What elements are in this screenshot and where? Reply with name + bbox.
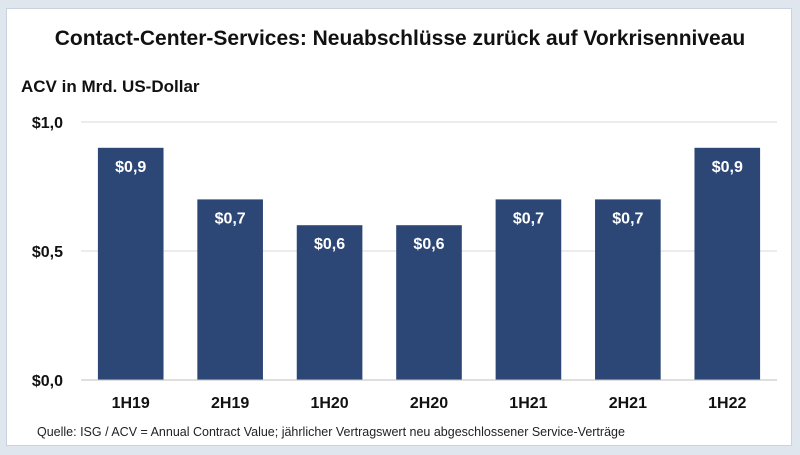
bar — [296, 225, 363, 380]
x-tick-label: 1H19 — [112, 395, 150, 412]
bar — [197, 199, 263, 380]
data-label: $0,9 — [115, 159, 146, 176]
bar-chart: $0,0 $0,5 $1,0 $0,9 1H19 $0,7 2H19 $0,6 1H20 $0,6… — [32, 115, 777, 412]
x-tick-label: 2H20 — [410, 395, 448, 412]
y-axis-label: ACV in Mrd. US-Dollar — [21, 77, 200, 96]
source-note: Quelle: ISG / ACV = Annual Contract Valu… — [37, 425, 625, 439]
y-tick-label: $0,0 — [32, 373, 63, 390]
bar — [97, 147, 164, 380]
x-tick-label: 1H22 — [708, 395, 746, 412]
x-tick-label: 1H20 — [310, 395, 348, 412]
data-label: $0,7 — [215, 210, 246, 227]
data-label: $0,6 — [413, 236, 444, 253]
chart-card: Contact-Center-Services: Neuabschlüsse z… — [6, 8, 792, 446]
x-tick-label: 1H21 — [509, 395, 547, 412]
data-label: $0,9 — [712, 159, 743, 176]
data-label: $0,7 — [513, 210, 544, 227]
y-tick-label: $0,5 — [32, 244, 63, 261]
y-tick-label: $1,0 — [32, 115, 63, 132]
bar — [495, 199, 562, 380]
data-label: $0,7 — [612, 210, 643, 227]
x-tick-label: 2H21 — [609, 395, 647, 412]
data-label: $0,6 — [314, 236, 345, 253]
bar — [595, 199, 661, 380]
bar — [396, 225, 462, 380]
chart-title: Contact-Center-Services: Neuabschlüsse z… — [54, 27, 746, 50]
bar — [694, 147, 761, 380]
x-tick-label: 2H19 — [211, 395, 249, 412]
